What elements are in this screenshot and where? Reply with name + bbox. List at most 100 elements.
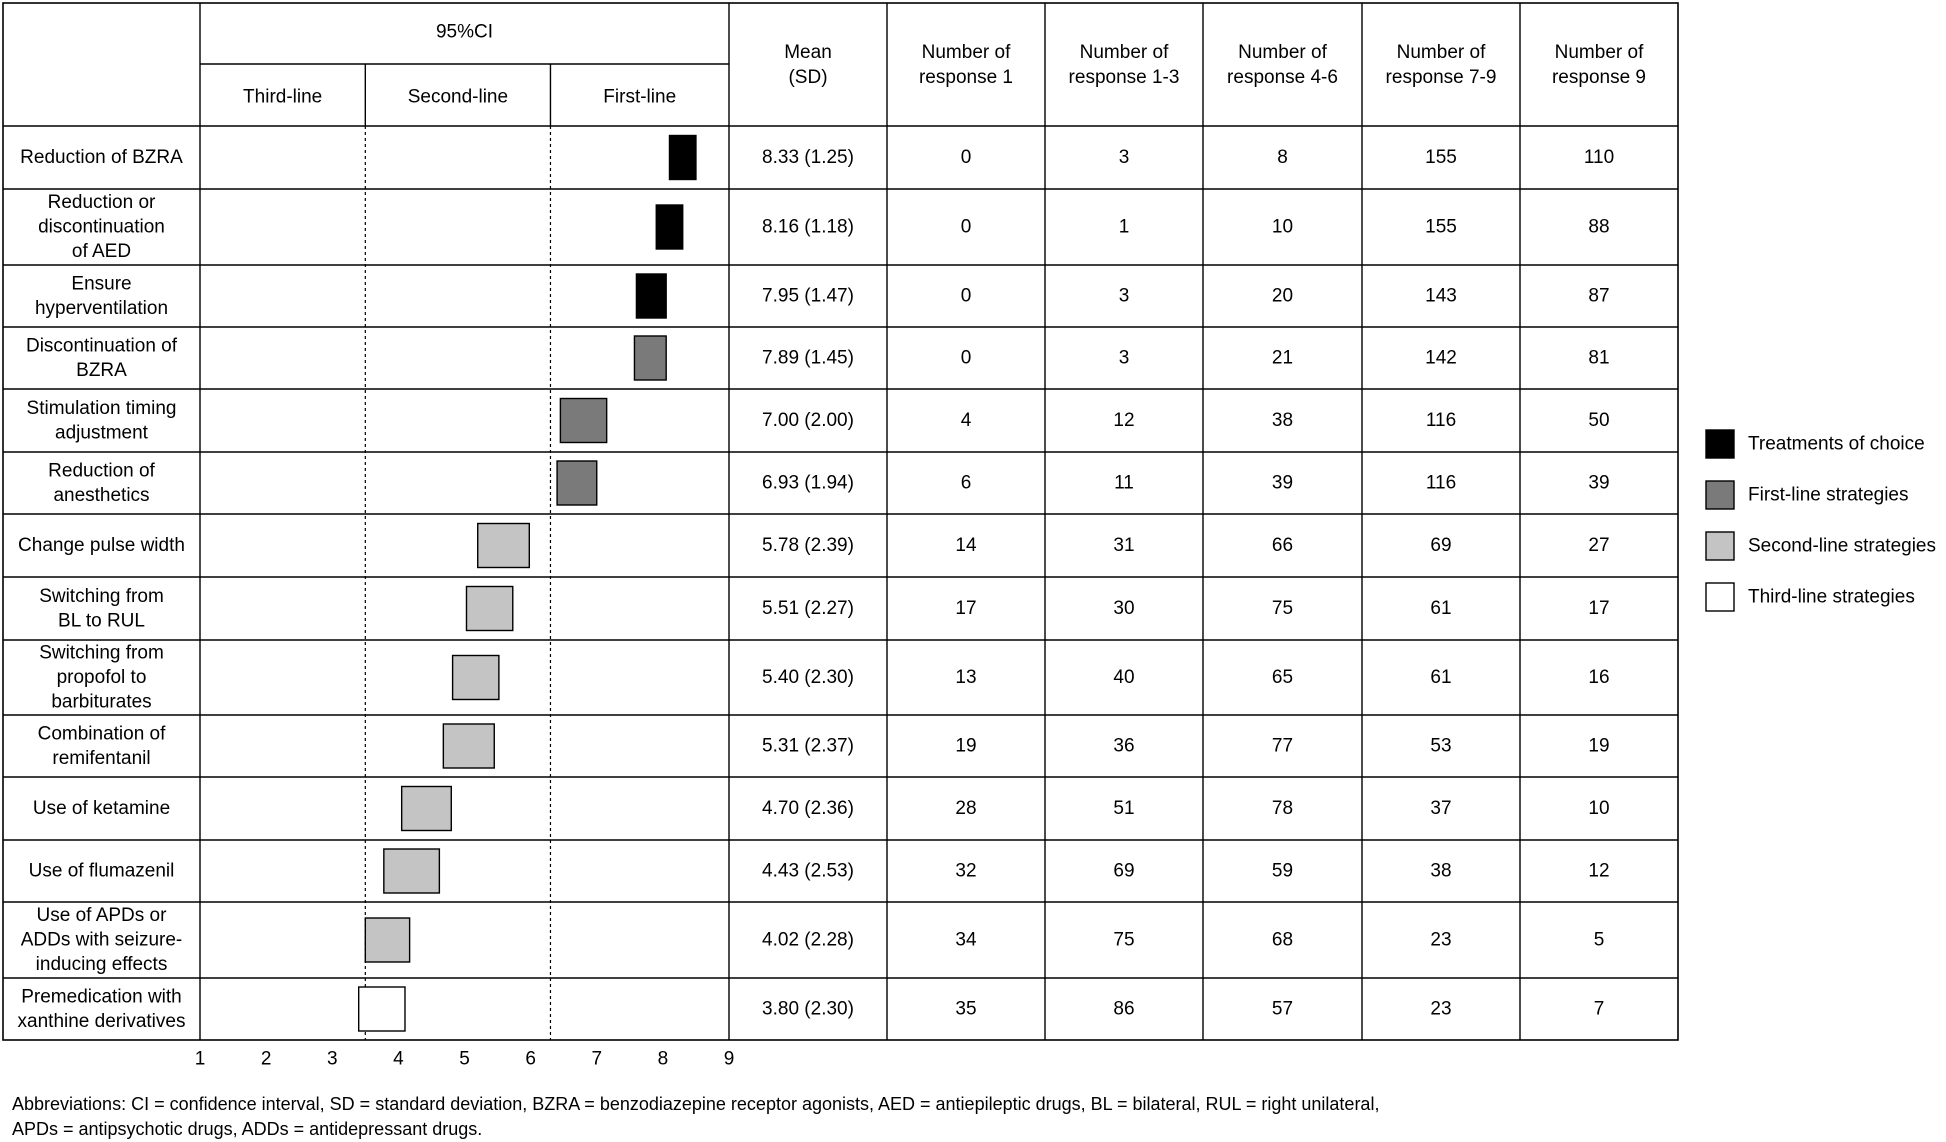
table-row: Discontinuation of BZRA 7.89 (1.45) 0 3 21 142…	[26, 335, 1610, 381]
row-value: 30	[1113, 598, 1134, 619]
row-label: Reduction of anesthetics	[48, 460, 155, 506]
row-value: 0	[961, 348, 972, 369]
row-value: 57	[1272, 999, 1293, 1020]
legend-swatch	[1705, 531, 1735, 561]
table-row: Premedication with xanthine derivatives 3.…	[18, 986, 1605, 1032]
row-value: 81	[1588, 348, 1609, 369]
abbreviations-note: Abbreviations: CI = confidence interval,…	[12, 1094, 1380, 1139]
ci-box	[477, 522, 531, 569]
row-value: 28	[955, 798, 976, 819]
row-value: 23	[1430, 999, 1451, 1020]
row-value: 69	[1113, 861, 1134, 882]
row-value: 8	[1277, 147, 1288, 168]
legend-swatch	[1705, 480, 1735, 510]
ci-subheader: First-line	[603, 87, 676, 108]
row-value: 4	[961, 410, 972, 431]
table-row: Use of flumazenil 4.43 (2.53) 32 69 59 38 12	[29, 848, 1610, 894]
row-value: 69	[1430, 535, 1451, 556]
axis-tick-label: 8	[658, 1049, 669, 1070]
column-header: Number of response 9	[1552, 42, 1646, 88]
row-label: Switching from propofol to barbiturates	[39, 643, 164, 713]
row-value: 11	[1114, 473, 1134, 494]
table-header: 95%CI Third-line Second-line First-line Mean…	[243, 22, 1646, 108]
legend-label: First-line strategies	[1748, 485, 1909, 506]
legend-item: Second-line strategies	[1705, 531, 1936, 561]
row-value: 116	[1426, 410, 1456, 431]
axis-tick-label: 1	[195, 1049, 206, 1070]
row-value: 116	[1426, 473, 1456, 494]
row-value: 51	[1113, 798, 1134, 819]
row-value: 110	[1584, 147, 1614, 168]
legend-swatch	[1705, 582, 1735, 612]
column-header: Number of response 7-9	[1386, 42, 1497, 88]
row-value: 50	[1588, 410, 1609, 431]
row-value: 4.70 (2.36)	[762, 798, 854, 819]
legend-item: Third-line strategies	[1705, 582, 1915, 612]
ci-box	[655, 204, 684, 250]
table-grid	[2, 2, 1679, 1041]
row-value: 5	[1594, 930, 1605, 951]
row-value: 5.40 (2.30)	[762, 667, 854, 688]
legend-label: Treatments of choice	[1748, 434, 1925, 455]
row-value: 88	[1588, 217, 1609, 238]
table-row: Switching from propofol to barbiturates 5.4…	[39, 643, 1609, 713]
row-value: 155	[1425, 217, 1457, 238]
row-value: 19	[955, 736, 976, 757]
row-value: 59	[1272, 861, 1293, 882]
row-value: 37	[1430, 798, 1451, 819]
axis-tick-label: 9	[724, 1049, 735, 1070]
row-value: 31	[1113, 535, 1134, 556]
row-value: 4.43 (2.53)	[762, 861, 854, 882]
ci-box	[635, 273, 667, 319]
row-value: 78	[1272, 798, 1293, 819]
row-value: 13	[955, 667, 976, 688]
legend-label: Second-line strategies	[1748, 536, 1936, 557]
row-value: 38	[1430, 861, 1451, 882]
row-value: 32	[955, 861, 976, 882]
ci-box	[633, 335, 667, 381]
row-value: 17	[955, 598, 976, 619]
row-value: 7.00 (2.00)	[762, 410, 854, 431]
row-value: 36	[1113, 736, 1134, 757]
axis-tick-label: 5	[459, 1049, 470, 1070]
row-value: 3	[1119, 348, 1130, 369]
row-label: Reduction of BZRA	[20, 147, 183, 168]
table-row: Switching from BL to RUL 5.51 (2.27) 17 30 75…	[39, 586, 1609, 632]
table-row: Reduction or discontinuation of AED 8.16 (1…	[38, 192, 1609, 262]
ci-subheader: Second-line	[408, 87, 508, 108]
row-value: 10	[1272, 217, 1293, 238]
row-value: 12	[1113, 410, 1134, 431]
row-value: 87	[1588, 286, 1609, 307]
row-value: 38	[1272, 410, 1293, 431]
ci-box	[358, 986, 406, 1032]
row-value: 39	[1272, 473, 1293, 494]
row-value: 16	[1588, 667, 1609, 688]
axis-tick-label: 2	[261, 1049, 272, 1070]
row-label: Reduction or discontinuation of AED	[38, 192, 165, 262]
table-row: Combination of remifentanil 5.31 (2.37) 19 3…	[38, 723, 1610, 769]
row-value: 17	[1588, 598, 1609, 619]
row-value: 77	[1272, 736, 1293, 757]
table-row: Use of ketamine 4.70 (2.36) 28 51 78 37 10	[33, 785, 1610, 832]
axis-tick-label: 3	[327, 1049, 338, 1070]
ci-box	[668, 134, 697, 181]
ci-group-header: 95%CI	[436, 22, 493, 43]
row-value: 142	[1425, 348, 1457, 369]
row-label: Switching from BL to RUL	[39, 586, 164, 632]
ci-subheader: Third-line	[243, 87, 322, 108]
row-label: Stimulation timing adjustment	[27, 398, 177, 444]
row-value: 5.31 (2.37)	[762, 736, 854, 757]
ci-box	[364, 917, 411, 963]
legend-item: First-line strategies	[1705, 480, 1909, 510]
table-row: Stimulation timing adjustment 7.00 (2.00) 4…	[27, 398, 1610, 444]
row-value: 0	[961, 147, 972, 168]
row-value: 6.93 (1.94)	[762, 473, 854, 494]
column-header: Number of response 4-6	[1227, 42, 1338, 88]
legend-swatch	[1705, 429, 1735, 459]
ci-box	[383, 848, 441, 894]
row-value: 4.02 (2.28)	[762, 930, 854, 951]
table-row: Ensure hyperventilation 7.95 (1.47) 0 3 20 143…	[35, 273, 1610, 319]
row-value: 8.33 (1.25)	[762, 147, 854, 168]
row-value: 75	[1113, 930, 1134, 951]
